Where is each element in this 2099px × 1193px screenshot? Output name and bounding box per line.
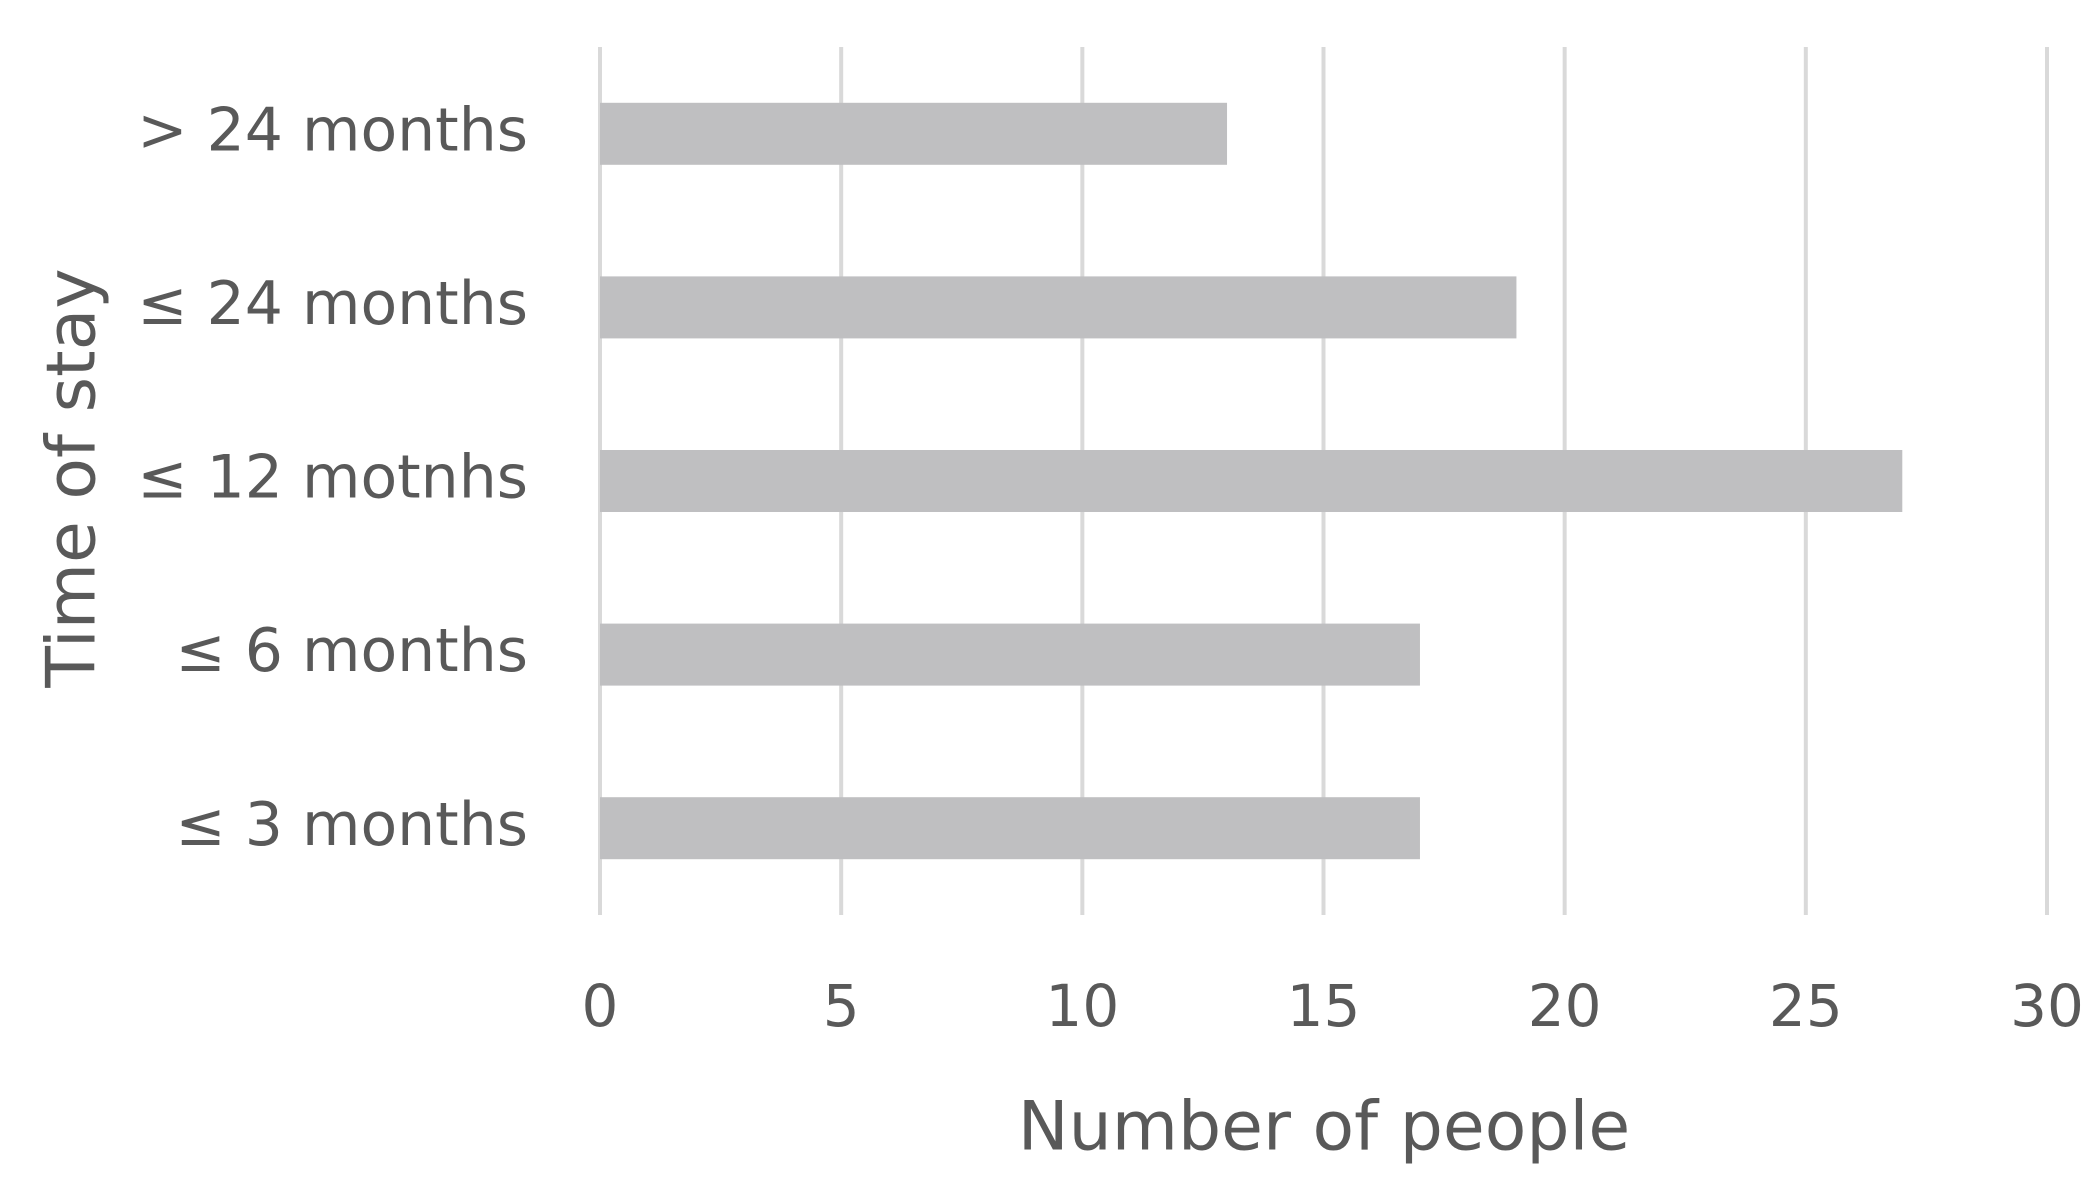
- x-tick-label: 10: [1045, 972, 1119, 1040]
- bar: [600, 102, 1228, 165]
- y-tick-label: > 24 months: [137, 95, 528, 165]
- y-tick-label: ≤ 6 months: [175, 616, 528, 686]
- y-tick-label: ≤ 24 months: [137, 269, 528, 339]
- y-tick-label: ≤ 3 months: [175, 790, 528, 860]
- x-tick-label: 5: [823, 972, 860, 1040]
- bar: [600, 623, 1420, 686]
- x-tick-label: 15: [1287, 972, 1361, 1040]
- x-tick-label: 0: [582, 972, 619, 1040]
- y-axis-title: Time of stay: [33, 268, 112, 688]
- x-tick-label: 30: [2010, 972, 2084, 1040]
- y-tick-label: ≤ 12 motnhs: [137, 443, 528, 513]
- x-tick-label: 25: [1769, 972, 1843, 1040]
- bar: [600, 276, 1517, 339]
- x-axis-title: Number of people: [1018, 1088, 1630, 1167]
- x-tick-label: 20: [1528, 972, 1602, 1040]
- bar: [600, 450, 1903, 512]
- bar: [600, 797, 1420, 860]
